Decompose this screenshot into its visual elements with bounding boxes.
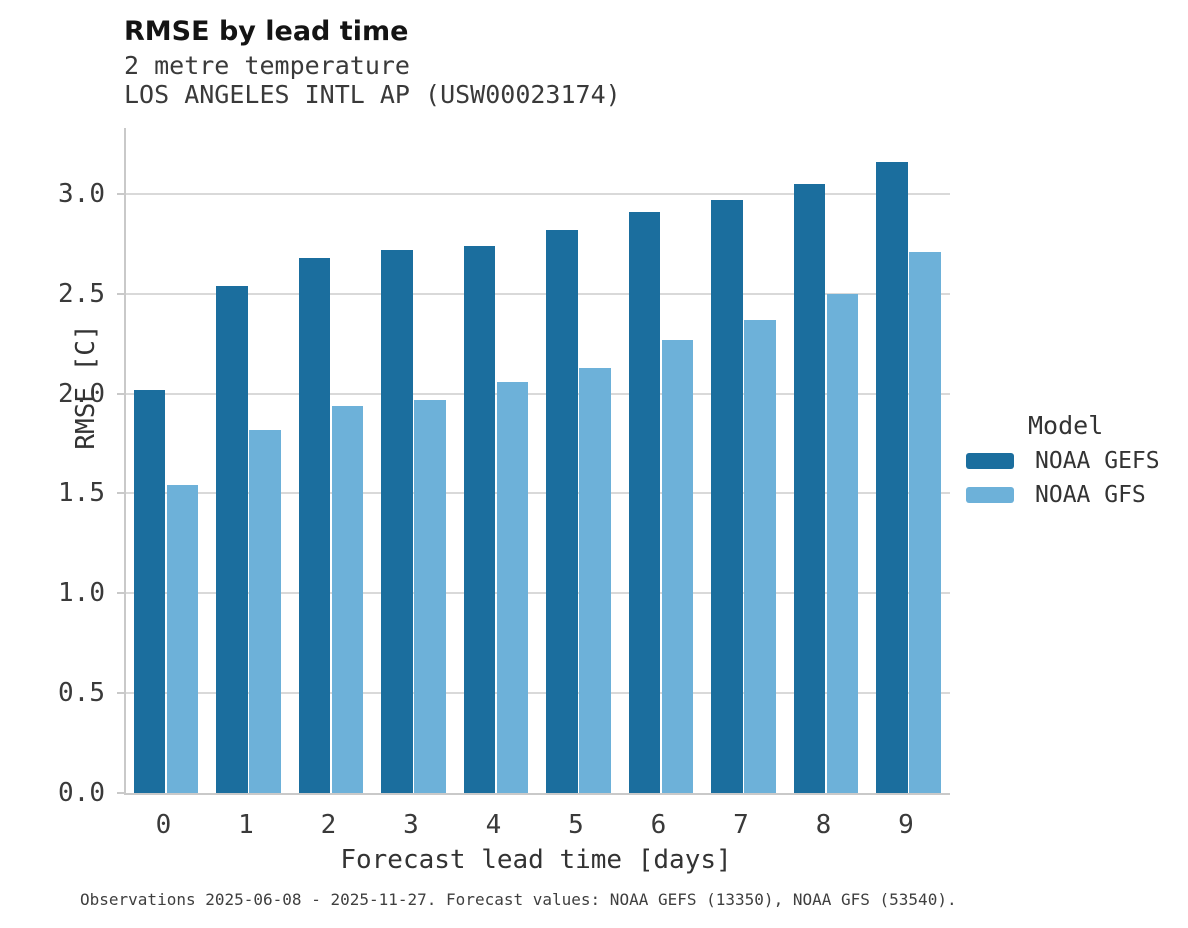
x-tick-label-2: 2 [320, 810, 337, 840]
bar-noaa-gfs-lead-3 [414, 399, 446, 793]
y-tick-mark-3.0 [117, 192, 124, 195]
legend-entries: NOAA GEFS NOAA GFS [966, 448, 1186, 508]
bar-noaa-gefs-lead-2 [298, 257, 330, 793]
chart-subtitle-station: LOS ANGELES INTL AP (USW00023174) [124, 80, 621, 109]
y-tick-mark-1.0 [117, 592, 124, 595]
y-tick-label-2.5: 2.5 [58, 278, 105, 309]
plot-area [117, 128, 950, 795]
bar-noaa-gefs-lead-3 [381, 249, 413, 793]
chart-subtitle-variable: 2 metre temperature [124, 51, 410, 80]
x-tick-label-1: 1 [238, 810, 254, 840]
bar-noaa-gefs-lead-9 [876, 161, 908, 793]
y-tick-mark-1.5 [117, 492, 124, 495]
bar-noaa-gfs-lead-4 [496, 381, 528, 793]
x-tick-label-0: 0 [155, 810, 172, 840]
legend-entry-noaa-gefs: NOAA GEFS [966, 448, 1186, 474]
legend-label: NOAA GEFS [1035, 447, 1160, 474]
bar-noaa-gefs-lead-0 [133, 389, 165, 793]
legend-title: Model [1028, 411, 1104, 440]
legend-swatch-icon [966, 486, 1014, 503]
gridline-y-0.5 [126, 692, 950, 695]
x-tick-label-7: 7 [733, 810, 749, 840]
gridline-y-1.0 [126, 592, 950, 595]
bar-noaa-gfs-lead-5 [579, 367, 611, 793]
y-tick-label-3.0: 3.0 [58, 178, 105, 209]
legend-swatch-icon [966, 452, 1014, 469]
bar-noaa-gfs-lead-2 [331, 405, 363, 793]
bar-noaa-gefs-lead-8 [793, 183, 825, 793]
x-axis-label: Forecast lead time [days] [340, 845, 732, 875]
x-tick-label-6: 6 [650, 810, 667, 840]
y-tick-label-0.0: 0.0 [58, 778, 105, 808]
legend: Model NOAA GEFS NOAA GFS [966, 411, 1186, 520]
bar-noaa-gfs-lead-9 [909, 251, 941, 793]
y-tick-label-0.5: 0.5 [58, 678, 105, 709]
gridline-y-3.0 [126, 192, 950, 195]
y-tick-mark-0.5 [117, 692, 124, 695]
x-tick-label-4: 4 [485, 810, 502, 840]
legend-label: NOAA GFS [1035, 481, 1146, 508]
bar-noaa-gefs-lead-5 [546, 229, 578, 793]
y-tick-label-2.0: 2.0 [58, 378, 105, 409]
gridline-y-2.0 [126, 392, 950, 395]
bar-noaa-gefs-lead-1 [216, 285, 248, 793]
y-tick-mark-2.0 [117, 392, 124, 395]
y-tick-label-1.5: 1.5 [58, 478, 105, 509]
bar-noaa-gfs-lead-0 [166, 485, 198, 793]
bar-noaa-gfs-lead-1 [249, 429, 281, 793]
legend-entry-noaa-gfs: NOAA GFS [966, 482, 1186, 508]
bar-noaa-gefs-lead-7 [711, 199, 743, 793]
footer-note: Observations 2025-06-08 - 2025-11-27. Fo… [80, 890, 957, 909]
x-tick-label-5: 5 [568, 810, 584, 840]
chart-title: RMSE by lead time [124, 16, 409, 47]
x-tick-label-3: 3 [403, 810, 419, 840]
bar-noaa-gfs-lead-7 [744, 319, 776, 793]
x-tick-label-8: 8 [815, 810, 832, 840]
gridline-y-2.5 [126, 292, 950, 295]
x-tick-label-9: 9 [898, 810, 914, 840]
bar-noaa-gfs-lead-8 [826, 293, 858, 793]
bar-noaa-gefs-lead-6 [628, 211, 660, 793]
gridline-y-1.5 [126, 492, 950, 495]
y-tick-mark-0.0 [117, 792, 124, 794]
y-tick-label-1.0: 1.0 [58, 578, 105, 609]
y-tick-mark-2.5 [117, 292, 124, 295]
bar-noaa-gefs-lead-4 [463, 245, 495, 793]
bar-noaa-gfs-lead-6 [661, 339, 693, 793]
